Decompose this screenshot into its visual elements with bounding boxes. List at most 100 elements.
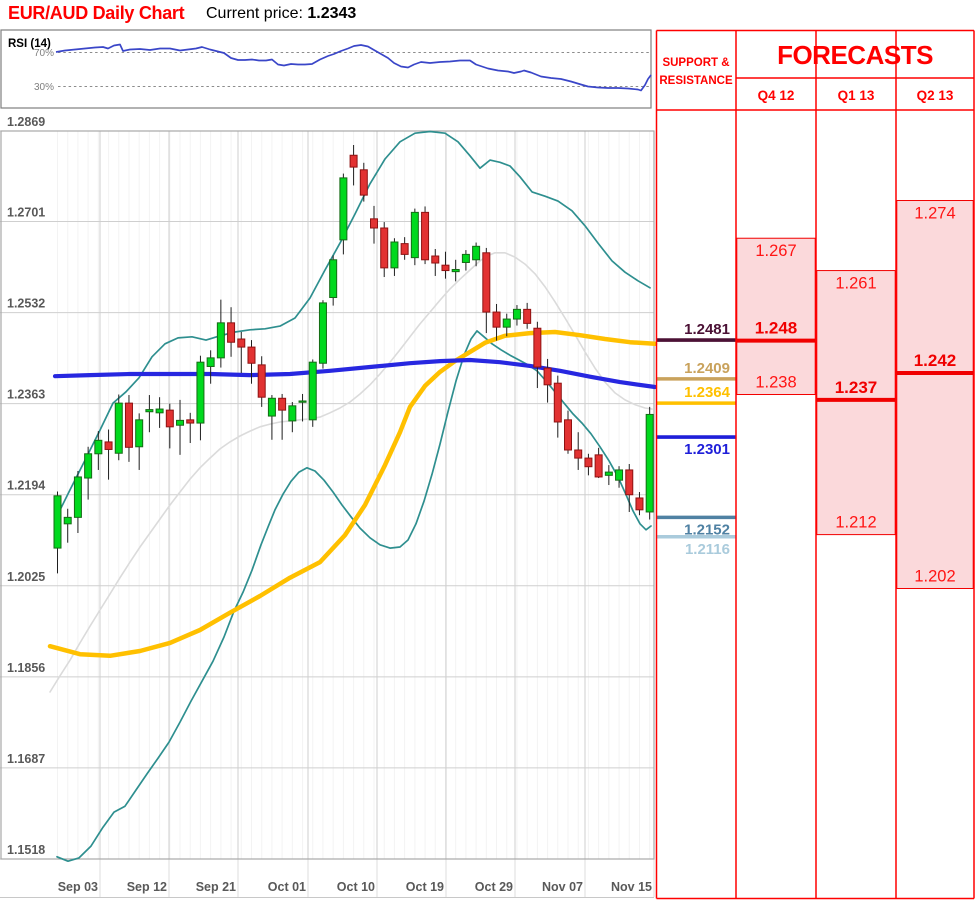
candle-sep-12 (165, 403, 174, 449)
candle-oct-01 (298, 393, 307, 422)
forecast-panel-layer (655, 29, 975, 900)
forecast-range-box (736, 237, 816, 396)
candle-body-bull (512, 308, 521, 320)
rsi-70-label: 70% (34, 48, 54, 59)
candle-sep-17 (196, 355, 205, 441)
candle-body-bull (84, 453, 93, 479)
date-tick-label: Sep 12 (127, 880, 167, 894)
candle-body-bear (278, 397, 287, 411)
candle-oct-12 (390, 238, 399, 276)
candle-oct-24 (472, 242, 481, 267)
forecast-range-box (896, 200, 974, 589)
current-price: Current price: 1.2343 (206, 5, 356, 23)
candle-body-bull (410, 211, 419, 259)
forecast-mid-q1: 1.237 (835, 378, 878, 397)
candle-body-bear (482, 252, 491, 313)
current-price-label: Current price: (206, 5, 303, 22)
candle-sep-11 (155, 397, 164, 428)
quarter-label-q4-12: Q4 12 (758, 88, 795, 103)
candle-sep-26 (267, 395, 276, 440)
candle-aug-29 (63, 508, 72, 543)
candle-nov-06 (564, 410, 572, 454)
candle-sep-19 (216, 299, 225, 368)
candle-sep-13 (176, 399, 185, 455)
candle-oct-02 (308, 359, 317, 427)
plot-border (0, 130, 655, 860)
candle-body-bear (104, 441, 113, 450)
candle-body-bull (461, 253, 470, 263)
quarter-label-q2-13: Q2 13 (917, 88, 954, 103)
candle-body-bull (73, 476, 82, 518)
candle-aug-31 (84, 446, 93, 500)
forecast-mid-q2: 1.242 (914, 351, 957, 370)
candle-oct-22 (451, 259, 460, 282)
candle-body-bear (635, 497, 644, 511)
sr-level-value: 1.2116 (685, 541, 730, 558)
candle-oct-11 (380, 222, 389, 278)
candle-body-bull (176, 419, 185, 426)
candles-layer (53, 145, 654, 574)
candle-nov-09 (594, 447, 603, 479)
candle-body-bear (186, 419, 195, 424)
candle-sep-06 (124, 395, 133, 462)
price-tick-label: 1.1518 (7, 843, 45, 857)
quarter-label-q1-13: Q1 13 (838, 88, 875, 103)
lower-band-line (56, 330, 652, 863)
date-tick-label: Nov 15 (611, 880, 652, 894)
candle-body-bear (227, 322, 236, 343)
candle-body-bear (523, 308, 532, 324)
candle-body-bear (594, 454, 603, 478)
candle-body-bear (359, 169, 368, 196)
candle-nov-08 (584, 453, 593, 476)
candle-body-bear (124, 402, 133, 448)
candle-oct-03 (318, 300, 327, 369)
candle-sep-27 (278, 393, 287, 440)
date-tick-label: Nov 07 (542, 880, 583, 894)
candle-body-bear (574, 449, 583, 459)
sr-level-value: 1.2152 (684, 521, 730, 538)
candle-body-bear (380, 227, 389, 269)
candle-sep-14 (186, 412, 195, 443)
forecast-high-q1: 1.261 (835, 275, 876, 293)
candle-body-bull (216, 322, 225, 359)
candle-sep-25 (257, 356, 266, 407)
candle-body-bear (533, 327, 542, 368)
candle-nov-01 (533, 321, 542, 389)
candle-body-bull (94, 439, 103, 455)
upper-band-line (54, 130, 651, 521)
candle-nov-02 (543, 358, 552, 403)
candle-body-bear (584, 457, 593, 468)
candle-oct-08 (349, 145, 358, 186)
candle-oct-31 (523, 302, 532, 329)
candle-body-bull (114, 402, 123, 454)
price-tick-label: 1.2532 (7, 297, 45, 311)
sr-header-line2: RESISTANCE (659, 75, 733, 87)
rsi-30-label: 30% (34, 82, 54, 93)
candle-body-bull (145, 409, 154, 413)
forecast-low-q4: 1.238 (755, 374, 796, 392)
price-tick-label: 1.1687 (7, 752, 45, 766)
candle-body-bear (492, 311, 501, 328)
date-tick-label: Sep 21 (196, 880, 236, 894)
candle-body-bull (308, 361, 317, 421)
price-tick-label: 1.2363 (7, 388, 45, 402)
candle-body-bull (206, 357, 215, 367)
candle-sep-05 (114, 394, 123, 461)
candle-oct-09 (359, 162, 368, 202)
candle-sep-28 (288, 402, 297, 433)
candle-body-bull (196, 361, 205, 424)
candle-nov-13 (615, 466, 624, 488)
candle-body-bull (339, 177, 348, 241)
grid-layer (0, 130, 655, 898)
candle-aug-30 (73, 471, 82, 533)
candle-oct-15 (400, 237, 409, 260)
candle-nov-12 (604, 465, 613, 486)
current-price-value: 1.2343 (307, 5, 357, 22)
candle-oct-05 (339, 173, 348, 255)
candle-body-bear (237, 338, 246, 348)
candle-aug-28 (53, 491, 62, 574)
candle-oct-04 (329, 255, 338, 306)
candle-oct-23 (461, 250, 470, 271)
